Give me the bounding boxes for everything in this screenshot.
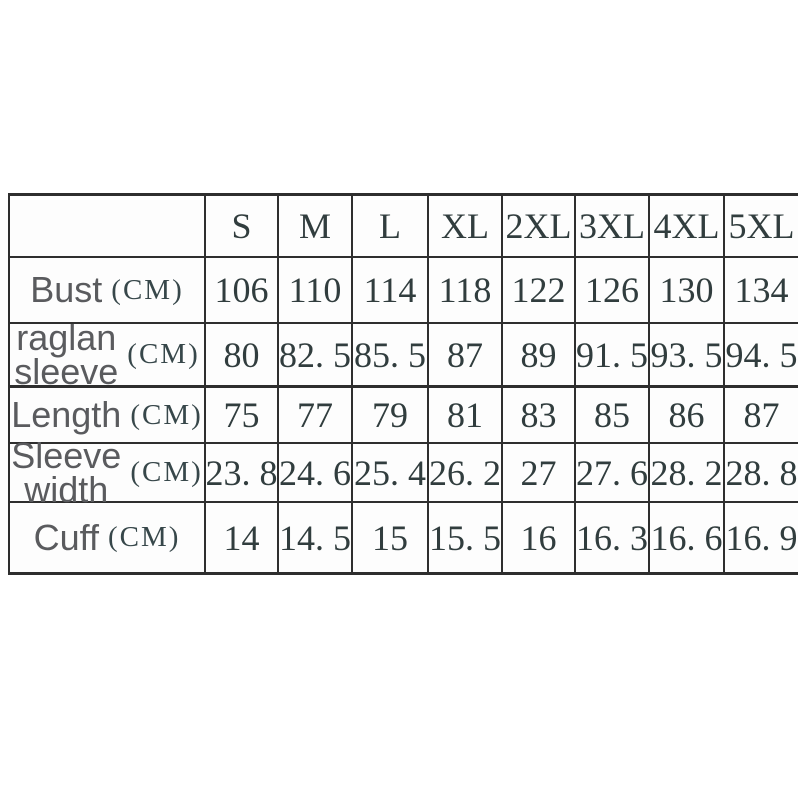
raglan-sleeve-value-cell: 87 (429, 324, 503, 388)
sleeve-width-value-cell: 28. 8 (725, 444, 798, 503)
label-line: Sleeve (11, 434, 122, 476)
raglan-sleeve-value-cell: 85. 5 (353, 324, 429, 388)
raglan-sleeve-value-cell: 91. 5 (576, 324, 650, 388)
cuff-row-label: Cuff (CM) (10, 503, 206, 572)
sleeve-width-value-cell: 24. 6 (279, 444, 353, 503)
length-value-cell: 87 (725, 388, 798, 444)
raglan-sleeve-label-text: raglan sleeve (14, 316, 119, 392)
cuff-value-cell: 14. 5 (279, 503, 353, 572)
cuff-value-cell: 16 (503, 503, 576, 572)
bust-label-text: Bust (30, 269, 103, 310)
raglan-sleeve-value-cell: 93. 5 (650, 324, 725, 388)
cm-unit-label: (CM) (130, 456, 203, 488)
sleeve-width-row-label: Sleeve width (CM) (10, 437, 206, 507)
sleeve-width-value-cell: 23. 8 (206, 444, 279, 503)
cuff-value-cell: 15 (353, 503, 429, 572)
sleeve-width-value-cell: 28. 2 (650, 444, 725, 503)
cm-unit-label: (CM) (127, 338, 200, 370)
bust-value-cell: 106 (206, 258, 279, 324)
length-value-cell: 81 (429, 388, 503, 444)
length-row-label: Length (CM) (10, 388, 206, 444)
cm-unit-label: (CM) (130, 398, 203, 431)
length-value-cell: 86 (650, 388, 725, 444)
label-line: raglan (16, 316, 117, 358)
size-header-l: L (353, 196, 429, 258)
length-label-text: Length (11, 394, 122, 435)
cm-unit-label: (CM) (107, 521, 181, 553)
bust-value-cell: 118 (429, 258, 503, 324)
size-header-xl: XL (429, 196, 503, 258)
bust-value-cell: 126 (576, 258, 650, 324)
raglan-sleeve-value-cell: 89 (503, 324, 576, 388)
cuff-value-cell: 15. 5 (429, 503, 503, 572)
cuff-value-cell: 16. 6 (650, 503, 725, 572)
raglan-sleeve-row-label: raglan sleeve (CM) (10, 316, 206, 392)
sleeve-width-value-cell: 27 (503, 444, 576, 503)
bust-value-cell: 134 (725, 258, 798, 324)
length-value-cell: 79 (353, 388, 429, 444)
cuff-value-cell: 16. 3 (576, 503, 650, 572)
size-header-2xl: 2XL (503, 196, 576, 258)
sleeve-width-value-cell: 25. 4 (353, 444, 429, 503)
cuff-value-cell: 16. 9 (725, 503, 798, 572)
cm-unit-label: (CM) (111, 273, 184, 306)
bust-row-label: Bust (CM) (10, 258, 206, 324)
raglan-sleeve-value-cell: 94. 5 (725, 324, 798, 388)
bust-value-cell: 114 (353, 258, 429, 324)
cuff-label-text: Cuff (33, 516, 99, 558)
length-value-cell: 83 (503, 388, 576, 444)
size-header-5xl: 5XL (725, 196, 798, 258)
raglan-sleeve-value-cell: 82. 5 (279, 324, 353, 388)
size-header-4xl: 4XL (650, 196, 725, 258)
size-header-m: M (279, 196, 353, 258)
header-empty-cell (10, 196, 206, 258)
sleeve-width-value-cell: 26. 2 (429, 444, 503, 503)
size-chart-table: S M L XL 2XL 3XL 4XL 5XL Bust (CM) 106 1… (8, 193, 798, 575)
label-line: width (24, 468, 109, 510)
sleeve-width-value-cell: 27. 6 (576, 444, 650, 503)
length-value-cell: 77 (279, 388, 353, 444)
size-header-s: S (206, 196, 279, 258)
label-line: sleeve (14, 350, 119, 392)
sleeve-width-label-text: Sleeve width (11, 434, 122, 510)
bust-value-cell: 130 (650, 258, 725, 324)
bust-value-cell: 122 (503, 258, 576, 324)
raglan-sleeve-value-cell: 80 (206, 324, 279, 388)
bust-value-cell: 110 (279, 258, 353, 324)
cuff-value-cell: 14 (206, 503, 279, 572)
length-value-cell: 75 (206, 388, 279, 444)
length-value-cell: 85 (576, 388, 650, 444)
size-header-3xl: 3XL (576, 196, 650, 258)
